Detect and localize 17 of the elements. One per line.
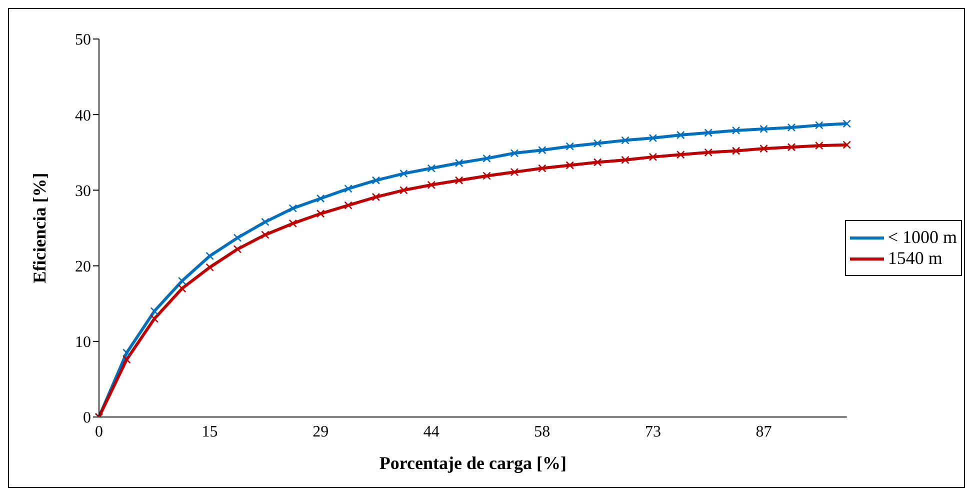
y-axis-title: Eficiencia [%]: [29, 172, 50, 284]
x-axis-title: Porcentaje de carga [%]: [379, 453, 566, 473]
y-tick-label: 50: [75, 32, 91, 49]
x-tick-label: 15: [202, 423, 218, 440]
x-tick-label: 44: [423, 423, 440, 440]
y-tick-label: 0: [83, 410, 91, 427]
y-tick-label: 40: [75, 107, 91, 124]
y-tick-label: 20: [75, 258, 91, 276]
legend-label: 1540 m: [888, 248, 942, 269]
legend-label: < 1000 m: [888, 227, 957, 248]
y-tick-label: 10: [75, 334, 91, 352]
x-tick-label: 73: [644, 423, 661, 440]
x-tick-label: 0: [95, 423, 103, 440]
x-tick-label: 58: [534, 423, 550, 440]
y-tick-label: 30: [75, 182, 91, 200]
x-tick-label: 87: [756, 423, 772, 440]
x-tick-label: 29: [312, 423, 329, 440]
